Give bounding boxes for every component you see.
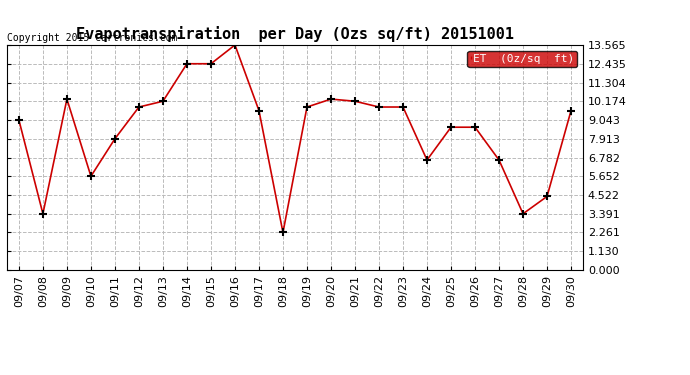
Title: Evapotranspiration  per Day (Ozs sq/ft) 20151001: Evapotranspiration per Day (Ozs sq/ft) 2… bbox=[76, 27, 514, 42]
Legend: ET  (0z/sq  ft): ET (0z/sq ft) bbox=[467, 51, 578, 67]
Text: Copyright 2015 Cartronics.com: Copyright 2015 Cartronics.com bbox=[7, 33, 177, 43]
